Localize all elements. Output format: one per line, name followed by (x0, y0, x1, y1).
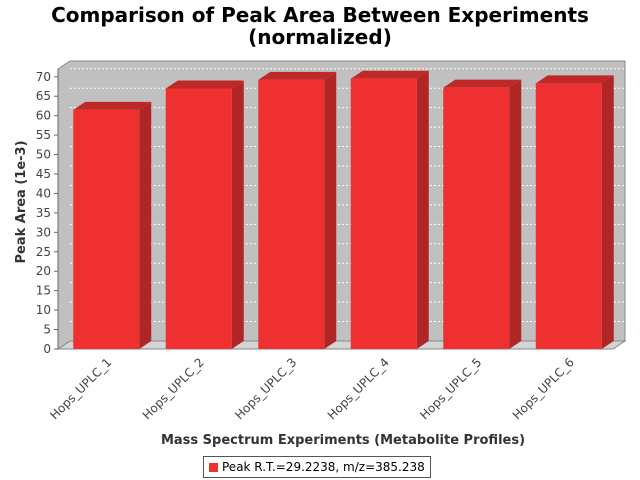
y-tick-label: 70 (36, 70, 51, 84)
gridlines (70, 68, 625, 323)
chart-title-line2: (normalized) (248, 25, 392, 49)
y-tick-label: 0 (43, 342, 51, 356)
bars (73, 70, 614, 350)
x-axis-ticks: Hops_UPLC_1 Hops_UPLC_2 Hops_UPLC_3 Hops_UP… (47, 355, 577, 422)
bar-top (350, 70, 429, 79)
bar-side (416, 70, 429, 349)
bar-top (443, 79, 522, 88)
y-tick-label: 30 (36, 225, 51, 239)
bar (73, 101, 152, 349)
bar (535, 75, 614, 349)
y-tick-label: 40 (36, 186, 51, 200)
bar-side (601, 75, 614, 349)
bar (258, 71, 337, 349)
bar-top (535, 75, 614, 84)
y-tick-label: 20 (36, 264, 51, 278)
bar-side (324, 71, 337, 349)
bar (165, 80, 244, 349)
bar (443, 79, 522, 350)
y-tick-label: 60 (36, 109, 51, 123)
y-tick-label: 15 (36, 284, 51, 298)
bar-top (165, 80, 244, 89)
bar-face (258, 79, 325, 349)
bar-face (443, 87, 510, 350)
y-tick-label: 10 (36, 303, 51, 317)
y-tick-label: 25 (36, 245, 51, 259)
bar-face (165, 88, 232, 349)
x-axis-label: Mass Spectrum Experiments (Metabolite Pr… (161, 433, 525, 448)
legend-label: Peak R.T.=29.2238, m/z=385.238 (222, 460, 425, 474)
bar-face (73, 109, 140, 349)
y-tick-label: 65 (36, 89, 51, 103)
bar-face (535, 83, 602, 349)
x-tick-label: Hops_UPLC_3 (232, 355, 299, 422)
x-tick-label: Hops_UPLC_2 (140, 355, 207, 422)
bar-side (231, 80, 244, 349)
bar-face (350, 78, 417, 349)
x-tick-label: Hops_UPLC_4 (325, 355, 392, 422)
bar (350, 70, 429, 349)
bar-side (139, 101, 152, 349)
bar-top (73, 101, 152, 110)
y-axis-label: Peak Area (1e-3) (14, 140, 29, 263)
x-tick-label: Hops_UPLC_1 (47, 355, 114, 422)
y-tick-label: 45 (36, 167, 51, 181)
y-tick-label: 55 (36, 128, 51, 142)
legend: Peak R.T.=29.2238, m/z=385.238 (203, 456, 431, 478)
bar-side (509, 79, 522, 350)
x-tick-label: Hops_UPLC_6 (510, 355, 577, 422)
bar-top (258, 71, 337, 80)
y-tick-label: 50 (36, 148, 51, 162)
y-axis-ticks: 0 5 10 15 20 25 30 35 40 45 50 55 60 65 70 (36, 70, 58, 356)
y-tick-label: 5 (43, 323, 51, 337)
legend-swatch (209, 462, 218, 472)
y-tick-label: 35 (36, 206, 51, 220)
x-tick-label: Hops_UPLC_5 (417, 355, 484, 422)
chart-title-line1: Comparison of Peak Area Between Experime… (51, 3, 589, 27)
